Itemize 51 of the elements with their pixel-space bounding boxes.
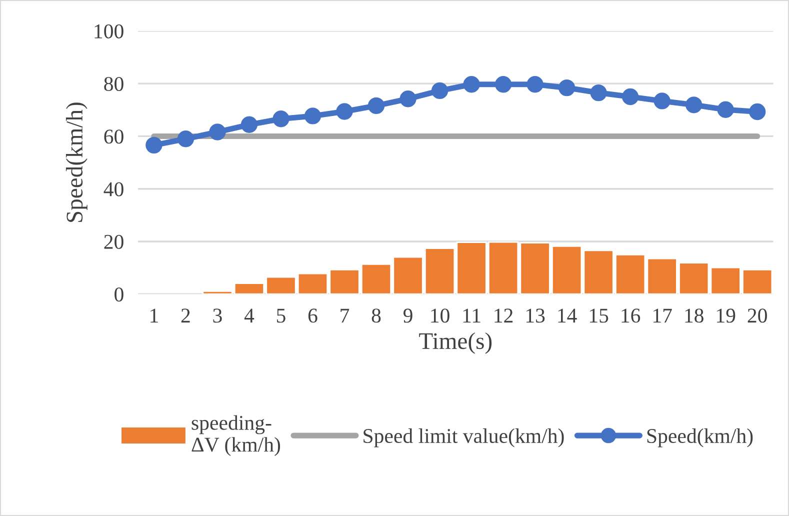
point [400, 90, 416, 108]
point [717, 101, 734, 118]
x-tick-label: 18 [685, 308, 704, 323]
y-tick-label: 100 [94, 24, 124, 38]
x-tick-label: 9 [403, 308, 412, 323]
x-tick-label: 14 [558, 308, 577, 322]
x-tick-label: 10 [431, 308, 450, 323]
y-tick-label: 60 [104, 130, 124, 144]
point [304, 108, 322, 124]
y-tick-label: 80 [104, 76, 124, 92]
point [336, 103, 353, 120]
x-tick-label: 19 [717, 308, 736, 323]
point [177, 130, 194, 148]
point [209, 124, 226, 140]
x-tick-label: 6 [308, 308, 318, 323]
point [558, 79, 576, 96]
x-tick-label: 3 [213, 308, 222, 323]
legend-label: Speed limit value(km/h) [364, 428, 564, 448]
x-tick-label: 7 [340, 308, 350, 322]
y-tick-label: 0 [114, 287, 124, 302]
x-tick-label: 5 [276, 308, 286, 323]
point [590, 84, 607, 102]
y-tick-label: 20 [104, 234, 124, 249]
point [431, 82, 448, 100]
x-tick-label: 13 [526, 308, 545, 323]
x-tick-label: 8 [372, 308, 381, 323]
x-tick-label: 12 [494, 308, 513, 322]
x-tick-label: 16 [622, 308, 640, 323]
point [272, 110, 290, 128]
x-axis-title: Time(s) [419, 332, 492, 354]
x-tick-label: 1 [150, 308, 158, 322]
x-tick-label: 4 [244, 308, 254, 322]
y-axis-title: Speed(km/h) [66, 102, 88, 222]
legend-label: speeding- ΔV (km/h) [192, 415, 280, 456]
y-tick-label: 40 [104, 182, 124, 196]
point [240, 116, 258, 133]
x-tick-label: 11 [463, 308, 480, 322]
point [494, 76, 512, 93]
x-tick-label: 17 [653, 308, 672, 322]
legend-label: Speed(km/h) [647, 428, 753, 448]
point [463, 76, 480, 93]
point [749, 103, 766, 120]
x-tick-label: 20 [748, 308, 767, 323]
point [654, 92, 670, 110]
x-tick-label: 2 [181, 308, 190, 322]
point [685, 96, 702, 114]
point [146, 136, 162, 154]
x-tick-label: 15 [590, 308, 608, 323]
point [368, 97, 385, 114]
point [622, 88, 639, 106]
point [526, 76, 544, 93]
